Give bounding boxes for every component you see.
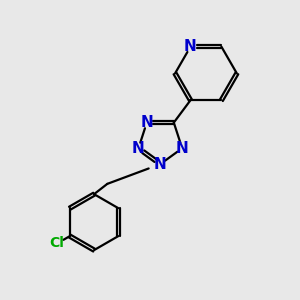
Text: N: N (132, 141, 145, 156)
Text: N: N (140, 115, 153, 130)
Text: N: N (176, 141, 188, 156)
Text: Cl: Cl (50, 236, 64, 250)
Text: N: N (154, 157, 167, 172)
Text: N: N (184, 39, 197, 54)
